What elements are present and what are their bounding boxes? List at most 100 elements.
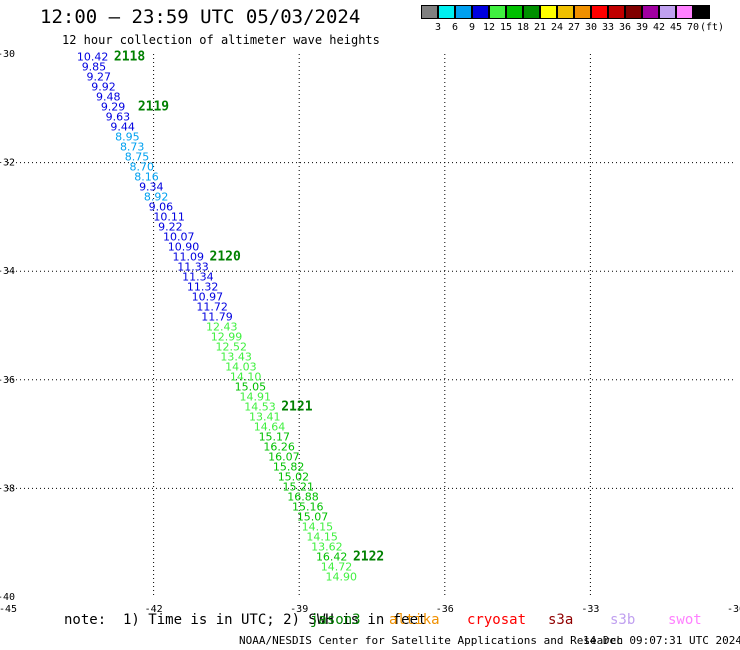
wave-height-label: 9.85 [82, 61, 107, 74]
wave-height-label: 14.10 [230, 370, 262, 383]
legend-label: 21 [533, 22, 547, 33]
legend-label: 24 [550, 22, 564, 33]
legend-swatch [574, 5, 591, 19]
satellite-s3a: s3a [548, 612, 574, 628]
legend-label: 33 [601, 22, 615, 33]
satellite-swot: swot [668, 612, 702, 628]
wave-height-label: 15.82 [273, 460, 305, 473]
orbit-label: 2120 [210, 250, 241, 265]
wave-height-label: 14.90 [326, 570, 358, 583]
lon-tick-label: -33 [581, 604, 599, 615]
wave-height-label: 12.52 [216, 340, 248, 353]
footer-note: note: 1) Time is in UTC; 2) SWH is in fe… [64, 612, 427, 628]
wave-height-label: 11.72 [196, 300, 228, 313]
wave-height-label: 16.88 [287, 490, 319, 503]
wave-height-label: 14.72 [321, 560, 353, 573]
timestamp-text: 14 Dec 09:07:31 UTC 2024 [583, 634, 740, 647]
page-subtitle: 12 hour collection of altimeter wave hei… [62, 33, 380, 47]
legend-label: 18 [516, 22, 530, 33]
orbit-label: 2121 [281, 399, 312, 414]
legend-label: 30 [584, 22, 598, 33]
wave-height-label: 8.16 [134, 171, 159, 184]
wave-height-label: 8.92 [144, 191, 169, 204]
satellite-s3b: s3b [610, 612, 636, 628]
legend-label: 12 [482, 22, 496, 33]
wave-height-label: 15.07 [297, 510, 329, 523]
lat-tick-label: -32 [0, 158, 15, 169]
wave-height-label: 15.05 [235, 380, 267, 393]
wave-height-label: 14.64 [254, 420, 285, 433]
credit-text: NOAA/NESDIS Center for Satellite Applica… [239, 634, 624, 647]
legend-unit: (ft) [700, 22, 725, 33]
legend-swatch [540, 5, 557, 19]
wave-height-label: 9.44 [110, 121, 135, 134]
wave-height-label: 11.09 [173, 251, 205, 264]
legend-swatch [472, 5, 489, 19]
lon-tick-label: -30 [727, 604, 740, 615]
wave-height-label: 11.33 [177, 261, 209, 274]
wave-height-label: 16.07 [268, 450, 300, 463]
legend-label: 15 [499, 22, 513, 33]
wave-height-label: 10.11 [153, 211, 185, 224]
wave-height-label: 16.26 [263, 440, 295, 453]
wave-height-label: 15.02 [278, 470, 310, 483]
legend-label: 6 [451, 22, 459, 33]
wave-height-label: 8.73 [120, 141, 145, 154]
lat-tick-label: -36 [0, 375, 15, 386]
legend-swatch [438, 5, 455, 19]
legend-label: 45 [669, 22, 683, 33]
lon-tick-label: -42 [145, 604, 163, 615]
lon-tick-label: -36 [436, 604, 454, 615]
wave-height-label: 12.99 [211, 330, 243, 343]
legend-label: 70 [686, 22, 700, 33]
wave-height-label: 11.79 [201, 310, 233, 323]
legend-label: 9 [468, 22, 476, 33]
satellite-jason3: jason3 [310, 612, 361, 628]
legend-label: 36 [618, 22, 632, 33]
lat-tick-label: -38 [0, 483, 15, 494]
wave-height-label: 14.03 [225, 360, 257, 373]
wave-height-label: 16.42 [316, 550, 348, 563]
wave-height-label: 10.90 [168, 241, 200, 254]
legend-label: 3 [434, 22, 442, 33]
wave-height-label: 14.15 [306, 530, 338, 543]
wave-height-label: 8.75 [125, 151, 149, 164]
legend-swatch [557, 5, 574, 19]
lon-tick-label: -45 [0, 604, 17, 615]
legend-swatch [489, 5, 506, 19]
legend-swatch [608, 5, 625, 19]
wave-height-label: 11.34 [182, 271, 214, 284]
wave-height-label: 9.48 [96, 91, 121, 104]
legend-swatch [693, 5, 710, 19]
wave-height-label: 10.07 [163, 231, 195, 244]
wave-height-label: 13.43 [220, 350, 252, 363]
orbit-label: 2119 [138, 100, 169, 115]
page-title: 12:00 — 23:59 UTC 05/03/2024 [40, 6, 361, 28]
wave-height-label: 9.06 [149, 201, 174, 214]
wave-height-label: 9.92 [91, 81, 116, 94]
wave-height-label: 13.41 [249, 410, 281, 423]
wave-height-label: 15.17 [259, 430, 291, 443]
legend-swatch [625, 5, 642, 19]
wave-height-label: 9.34 [139, 181, 164, 194]
legend-swatch [523, 5, 540, 19]
wave-height-label: 14.91 [239, 390, 270, 403]
lon-tick-label: -39 [290, 604, 308, 615]
wave-height-label: 9.29 [101, 101, 126, 114]
wave-height-label: 13.62 [311, 540, 343, 553]
wave-height-label: 8.70 [130, 161, 155, 174]
wave-height-label: 8.95 [115, 131, 139, 144]
wave-height-label: 9.22 [158, 221, 183, 234]
wave-height-label: 15.16 [292, 500, 324, 513]
legend-swatch [659, 5, 676, 19]
orbit-label: 2122 [353, 549, 384, 564]
orbit-label: 2118 [114, 50, 145, 65]
lat-tick-label: -34 [0, 266, 15, 277]
wave-height-label: 10.42 [77, 51, 109, 64]
wave-height-label: 14.53 [244, 400, 276, 413]
legend-swatch [642, 5, 659, 19]
wave-height-label: 11.32 [187, 281, 219, 294]
legend-swatch [455, 5, 472, 19]
wave-height-label: 12.43 [206, 320, 238, 333]
